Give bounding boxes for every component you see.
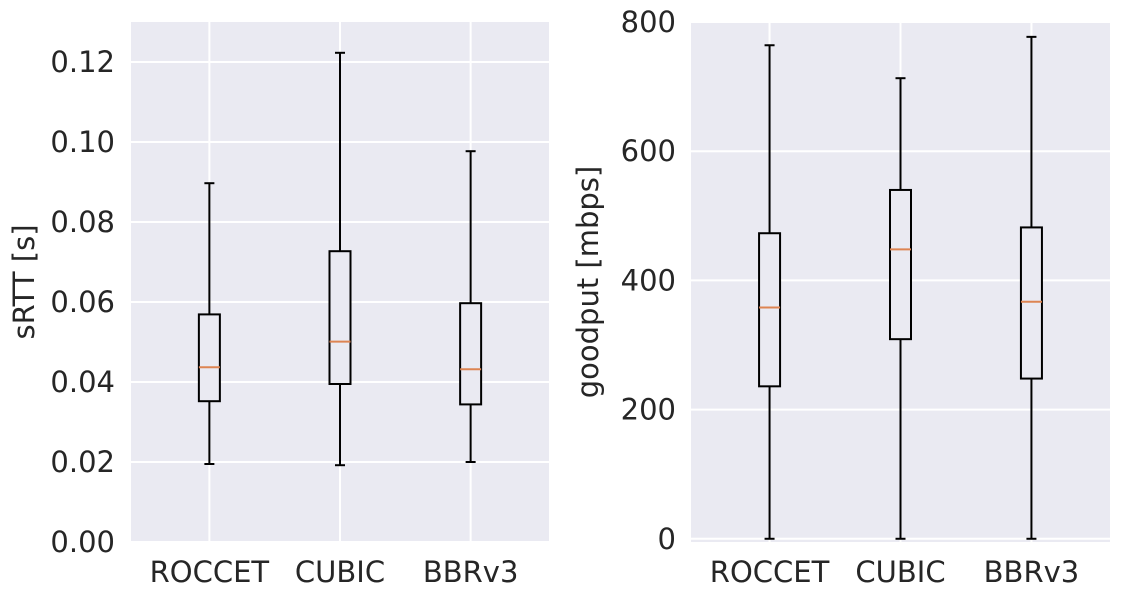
y-tick-label: 0.06 [50, 285, 115, 319]
srtt-boxplot-panel: 0.00 0.02 0.04 0.06 0.08 0.10 0.12 ROCCET CUBIC B… [7, 22, 549, 589]
y-tick-label: 0.04 [50, 365, 115, 399]
box-roccet [758, 44, 782, 540]
y-tick-label: 400 [621, 263, 676, 297]
iqr-box [328, 250, 352, 385]
box-bbrv3 [459, 150, 483, 463]
x-tick-label: BBRv3 [423, 555, 519, 589]
x-tick-label: BBRv3 [984, 555, 1080, 589]
y-axis-label: goodput [mbps] [571, 166, 605, 398]
y-tick-label: 0.12 [50, 45, 115, 79]
iqr-box [758, 232, 782, 388]
goodput-boxplot-panel: 0 200 400 600 800 ROCCET CUBIC BBRv3 goodput [mb… [571, 5, 1110, 589]
y-tick-label: 600 [621, 134, 676, 168]
x-tick-label: CUBIC [855, 555, 945, 589]
box-cubic [328, 51, 352, 467]
box-roccet [197, 182, 221, 465]
x-tick-label: ROCCET [710, 555, 830, 589]
y-tick-label: 0.02 [50, 445, 115, 479]
y-tick-label: 0.08 [50, 205, 115, 239]
y-tick-label: 0.10 [50, 125, 115, 159]
x-tick-label: CUBIC [295, 555, 385, 589]
y-tick-label: 200 [621, 393, 676, 427]
iqr-box [1019, 226, 1043, 380]
iqr-box [889, 188, 912, 341]
box-cubic [889, 77, 912, 540]
y-tick-label: 0.00 [50, 525, 115, 559]
iqr-box [459, 302, 483, 406]
y-axis-label: sRTT [s] [7, 224, 41, 339]
box-bbrv3 [1019, 35, 1043, 540]
x-tick-label: ROCCET [150, 555, 270, 589]
y-tick-label: 800 [621, 5, 676, 39]
iqr-box [197, 313, 221, 403]
y-tick-label: 0 [658, 522, 676, 556]
